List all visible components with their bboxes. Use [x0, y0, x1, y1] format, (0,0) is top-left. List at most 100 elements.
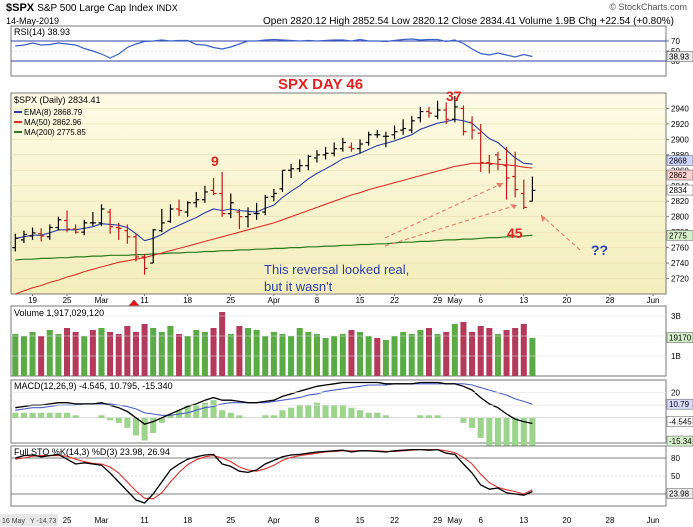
macd-histogram-bar: [64, 412, 71, 418]
volume-bar: [124, 326, 131, 376]
symbol: $SPX: [6, 2, 35, 14]
close-axis-value: 2834: [669, 186, 687, 195]
annotation-reversal-1: This reversal looked real,: [264, 262, 409, 277]
macd-histogram-bar: [486, 417, 493, 446]
index-name: S&P 500 Large Cap Index: [37, 3, 154, 14]
macd-histogram-bar: [193, 405, 200, 418]
volume-bar: [167, 326, 174, 376]
volume-bar: [29, 332, 36, 376]
volume-bar: [64, 328, 71, 376]
ma200-axis-value: 2775: [669, 231, 687, 240]
bottom-axis-label: 18: [183, 516, 192, 525]
close-axis-value-box: [666, 184, 693, 196]
macd-histogram-bar: [167, 415, 174, 418]
high-value: 2852.54: [352, 16, 389, 27]
ma50-axis-value: 2862: [669, 171, 687, 180]
ma50-line: [15, 162, 533, 295]
sto-tick-label: 80: [671, 454, 680, 463]
rsi-last-value: 38.93: [669, 53, 690, 62]
macd-axis-3-box: [666, 435, 693, 447]
volume-last-value-box: [666, 332, 693, 343]
sto-tick-label: 50: [671, 472, 680, 481]
macd-histogram-bar: [124, 417, 131, 428]
volume-tick-label: 1B: [671, 352, 681, 361]
volume-bar: [400, 332, 407, 376]
bottom-axis-label: 6: [478, 516, 483, 525]
volume-bar: [451, 324, 458, 376]
macd-histogram-bar: [219, 410, 226, 418]
price-axis-tick-label: 2740: [671, 259, 689, 268]
legend-entry: MA(50) 2862.96: [24, 118, 82, 127]
annotation-reversal-2: but it wasn't: [264, 279, 333, 294]
x-axis-label: 13: [519, 296, 528, 305]
macd-histogram-bar: [434, 415, 441, 418]
macd-histogram-bar: [512, 417, 519, 459]
macd-histogram-bar: [141, 417, 148, 441]
price-axis-tick-label: 2900: [671, 135, 689, 144]
low-label: Low: [391, 16, 410, 27]
volume-bar: [219, 312, 226, 376]
volume-bar: [425, 328, 433, 376]
arrow-next: [540, 214, 581, 251]
volume-bar: [227, 334, 234, 376]
bottom-axis-label: 20: [562, 516, 571, 525]
bottom-axis-label: 25: [63, 516, 72, 525]
arrowhead: [541, 215, 546, 222]
bottom-axis-label: 25: [226, 516, 235, 525]
x-axis-label: Apr: [268, 296, 281, 305]
price-axis-tick-label: 2940: [671, 104, 689, 113]
price-title: $SPX (Daily) 2834.41: [14, 95, 101, 105]
rsi-title: RSI(14) 38.93: [14, 27, 70, 37]
volume-bar: [150, 328, 157, 376]
close-label: Close: [451, 16, 478, 27]
macd-histogram-bar: [529, 417, 536, 457]
macd-histogram-bar: [288, 407, 295, 418]
sto-last-value: 23.98: [669, 490, 690, 499]
volume-bar: [115, 334, 122, 376]
low-value: 2820.12: [412, 16, 449, 27]
macd-histogram-bar: [20, 412, 27, 418]
open-value: 2820.12: [290, 16, 327, 27]
volume-tick-label: 3B: [671, 312, 681, 321]
macd-histogram-bar: [29, 412, 36, 418]
footer-box: [0, 514, 58, 526]
header-date: 14-May-2019: [6, 16, 60, 26]
rsi-axis-tick-label: 70: [671, 37, 680, 46]
volume-bar: [141, 324, 148, 376]
macd-histogram-bar: [46, 412, 53, 418]
arrowhead: [510, 204, 517, 209]
x-axis-label: 18: [183, 296, 192, 305]
price-axis-tick-label: 2760: [671, 244, 689, 253]
x-axis-label: 22: [390, 296, 399, 305]
legend-entry: EMA(8) 2868.79: [24, 108, 83, 117]
x-axis-label: 19: [28, 296, 37, 305]
x-axis-label: 25: [63, 296, 72, 305]
arrow-reversal-1: [384, 182, 504, 239]
legend-entry: MA(200) 2775.85: [24, 128, 86, 137]
x-axis-label: 28: [606, 296, 615, 305]
footer-date: 16 May: [2, 518, 25, 525]
rsi-line: [15, 38, 533, 59]
footer-ma: Y -14.73: [30, 518, 56, 525]
macd-histogram-bar: [313, 402, 320, 418]
bottom-axis-label: 11: [140, 516, 149, 525]
macd-histogram-bar: [150, 417, 157, 433]
volume-bar: [512, 328, 519, 376]
volume-bar: [305, 332, 312, 376]
volume-bar: [201, 332, 208, 376]
volume-bar: [176, 334, 183, 376]
volume-bar: [313, 334, 320, 376]
ohlc-readout: Open 2820.12 High 2852.54 Low 2820.12 Cl…: [263, 16, 674, 27]
macd-histogram-bar: [331, 405, 338, 418]
ma200-axis-value-box: [666, 230, 693, 241]
volume-readout: Volume 1.9B: [518, 16, 576, 27]
volume-bar: [89, 330, 96, 376]
macd-histogram-bar: [98, 415, 105, 418]
macd-histogram-bar: [227, 412, 234, 418]
macd-panel: [10, 379, 667, 444]
volume-bar: [486, 328, 493, 376]
annotation-9: 9: [211, 153, 219, 169]
open-label: Open: [263, 16, 288, 27]
